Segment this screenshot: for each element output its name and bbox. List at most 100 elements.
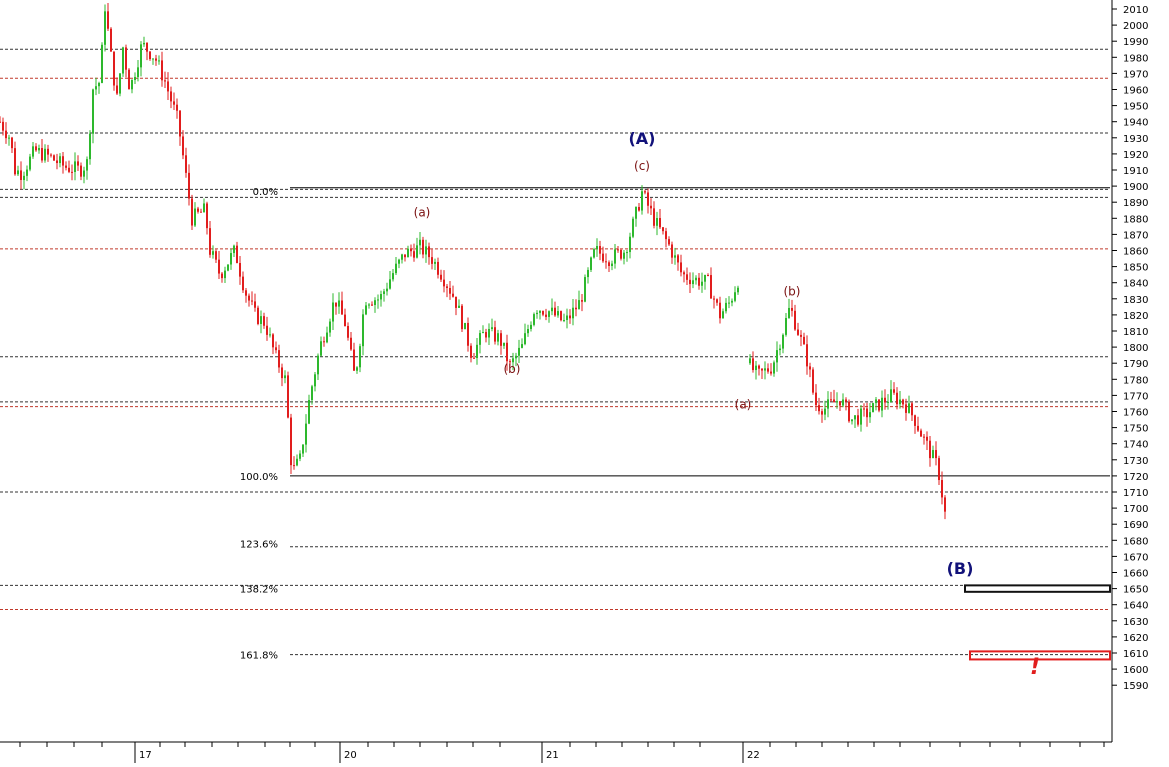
candle-down — [716, 299, 718, 303]
candle-down — [440, 274, 442, 280]
candle-up — [482, 332, 484, 334]
y-tick-label: 1820 — [1123, 311, 1148, 322]
candle-up — [521, 344, 523, 348]
candle-down — [473, 357, 475, 359]
candle-down — [50, 154, 52, 156]
candle-down — [560, 311, 562, 321]
candle-down — [266, 325, 268, 335]
wave-label-major: (B) — [947, 559, 974, 578]
candle-up — [89, 133, 91, 160]
candle-up — [158, 60, 160, 62]
candle-up — [134, 77, 136, 80]
candle-down — [218, 259, 220, 274]
candle-down — [206, 203, 208, 229]
candle-down — [647, 192, 649, 206]
candle-down — [431, 257, 433, 264]
candle-down — [0, 121, 1, 123]
candle-down — [506, 342, 508, 362]
candle-down — [461, 305, 463, 330]
candle-up — [854, 415, 856, 420]
candle-up — [32, 146, 34, 157]
candle-down — [710, 275, 712, 299]
candle-down — [581, 300, 583, 302]
candle-up — [869, 412, 871, 418]
y-tick-label: 1640 — [1123, 601, 1148, 612]
candle-down — [659, 218, 661, 228]
candle-down — [371, 304, 373, 306]
candle-up — [524, 333, 526, 345]
candle-up — [224, 270, 226, 279]
wave-labels: (a) (b) (c) (A) (b) (a) (B)! — [414, 129, 1040, 680]
candle-down — [80, 165, 82, 177]
candle-down — [605, 261, 607, 263]
candle-up — [875, 399, 877, 404]
candle-up — [593, 249, 595, 258]
candle-up — [860, 408, 862, 425]
candle-down — [911, 403, 913, 416]
candle-up — [140, 44, 142, 68]
candle-down — [857, 415, 859, 425]
candle-up — [530, 324, 532, 330]
candle-up — [362, 314, 364, 347]
axes: 2010 2000 1990 1980 1970 1960 1950 1940 1930 1920… — [0, 0, 1148, 763]
candle-up — [476, 344, 478, 358]
y-tick-label: 1930 — [1123, 134, 1148, 145]
candle-down — [608, 262, 610, 267]
candle-down — [404, 254, 406, 258]
candle-down — [620, 250, 622, 259]
candle-down — [185, 155, 187, 173]
candle-down — [449, 287, 451, 294]
candle-down — [542, 311, 544, 315]
candle-up — [284, 375, 286, 379]
y-tick-label: 1690 — [1123, 520, 1148, 531]
candle-down — [818, 405, 820, 412]
candle-down — [686, 274, 688, 280]
candle-down — [179, 110, 181, 137]
candle-up — [851, 419, 853, 422]
candle-down — [830, 399, 832, 401]
candle-up — [533, 314, 535, 325]
candle-up — [611, 263, 613, 267]
candle-down — [197, 208, 199, 212]
candle-down — [278, 350, 280, 368]
candle-down — [173, 101, 175, 105]
candle-down — [791, 307, 793, 311]
candle-down — [146, 42, 148, 52]
candle-down — [698, 277, 700, 286]
candle-up — [374, 300, 376, 306]
candle-down — [176, 104, 178, 111]
candle-up — [260, 316, 262, 324]
candle-up — [527, 329, 529, 334]
candle-down — [353, 349, 355, 371]
candle-down — [161, 60, 163, 81]
wave-label-minor: (b) — [784, 285, 801, 299]
candle-down — [653, 208, 655, 226]
candle-up — [587, 269, 589, 278]
candle-down — [470, 345, 472, 358]
candle-up — [887, 401, 889, 403]
candle-down — [554, 307, 556, 316]
candle-down — [182, 136, 184, 156]
candle-up — [365, 305, 367, 315]
candle-up — [755, 365, 757, 371]
candle-up — [296, 458, 298, 466]
candle-down — [191, 198, 193, 226]
candle-down — [68, 167, 70, 172]
wave-label-major: (A) — [628, 129, 655, 148]
candle-up — [626, 252, 628, 254]
candle-down — [209, 228, 211, 255]
candle-up — [899, 399, 901, 405]
candle-up — [386, 288, 388, 292]
candle-down — [221, 273, 223, 279]
y-tick-label: 1670 — [1123, 552, 1148, 563]
y-tick-label: 1980 — [1123, 53, 1148, 64]
y-tick-label: 1590 — [1123, 681, 1148, 692]
candle-down — [689, 279, 691, 285]
candle-down — [545, 314, 547, 317]
candle-up — [302, 444, 304, 454]
candle-up — [212, 251, 214, 255]
candle-down — [935, 450, 937, 459]
wave-label-minor: (a) — [735, 397, 752, 411]
candle-down — [467, 322, 469, 346]
horizontal-levels — [0, 48, 1110, 656]
